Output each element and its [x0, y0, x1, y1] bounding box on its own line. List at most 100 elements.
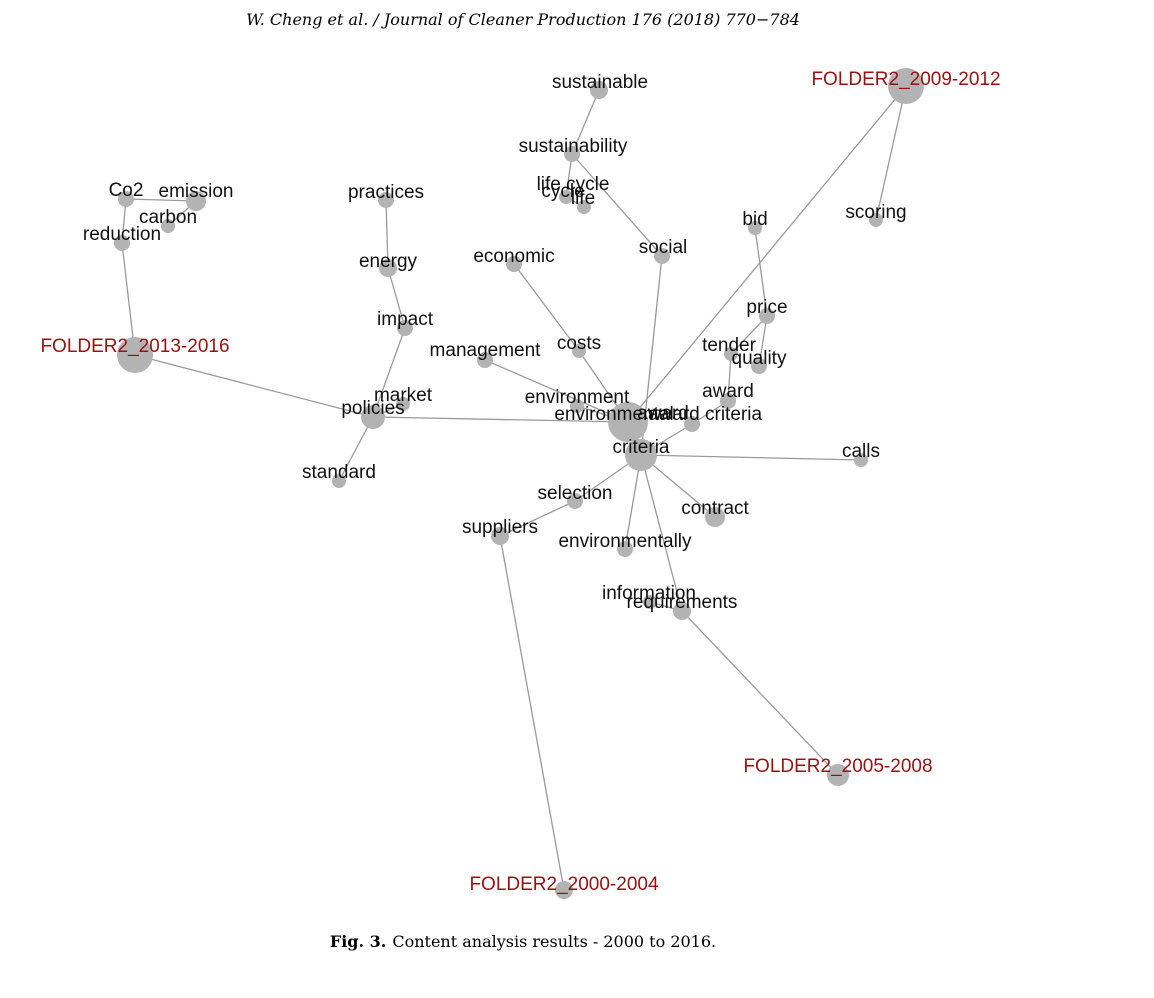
edge — [513, 263, 580, 352]
node-label: environmentally — [558, 531, 692, 552]
caption-label: Fig. 3. — [330, 932, 386, 951]
node-label: emission — [159, 181, 234, 202]
node — [397, 320, 413, 336]
node — [332, 474, 346, 488]
node — [827, 764, 849, 786]
edge — [681, 610, 839, 776]
node — [564, 146, 580, 162]
edge — [627, 85, 907, 423]
node — [114, 235, 130, 251]
node-label: tender — [702, 335, 757, 356]
caption: Fig. 3. Content analysis results - 2000 t… — [330, 932, 716, 951]
node-label: scoring — [845, 202, 906, 223]
node-label: costs — [557, 333, 601, 354]
node — [379, 259, 397, 277]
node-label: policies — [341, 398, 404, 419]
node — [361, 405, 385, 429]
node-label: impact — [377, 309, 434, 330]
node-label: energy — [359, 251, 418, 272]
node — [748, 221, 762, 235]
edge — [571, 153, 663, 257]
node — [186, 191, 206, 211]
node — [684, 416, 700, 432]
node — [869, 213, 883, 227]
edge — [730, 315, 768, 355]
node-label: contract — [681, 498, 749, 519]
node — [888, 68, 924, 104]
node — [506, 256, 522, 272]
node-label: standard — [302, 462, 376, 483]
edge — [875, 85, 907, 221]
node-label: bid — [742, 209, 767, 230]
running-header: W. Cheng et al. / Journal of Cleaner Pro… — [246, 10, 800, 29]
node — [759, 308, 775, 324]
node-label: social — [639, 237, 688, 258]
node-label: calls — [842, 441, 880, 462]
node-label: reduction — [83, 224, 161, 245]
edge — [121, 242, 136, 356]
node — [477, 352, 493, 368]
nodes: sustainable sustainability life cyclecycle… — [40, 68, 1001, 899]
node — [673, 602, 691, 620]
node — [570, 399, 584, 413]
node — [724, 347, 738, 361]
node — [572, 344, 586, 358]
node-label: life cycle — [537, 174, 610, 195]
edge — [372, 327, 406, 418]
node — [491, 527, 509, 545]
node-label: life — [571, 188, 595, 209]
node-label: carbon — [139, 207, 197, 228]
node-label: quality — [732, 348, 787, 369]
node-label: information — [602, 583, 696, 604]
node-label: environmental — [554, 404, 673, 425]
node-label: award — [702, 381, 754, 402]
node-label: criteria — [612, 437, 669, 458]
node — [590, 81, 608, 99]
edge — [499, 535, 565, 891]
node — [625, 439, 657, 471]
node-label: FOLDER2_2009-2012 — [811, 69, 1000, 90]
node — [720, 393, 736, 409]
edge — [387, 267, 406, 329]
node-label: economic — [473, 246, 554, 267]
edge — [754, 227, 768, 317]
node-label: sustainable — [552, 72, 648, 93]
edge — [640, 454, 862, 461]
node — [378, 192, 394, 208]
node-label: Co2 — [109, 180, 144, 201]
node — [161, 219, 175, 233]
node-label: FOLDER2_2005-2008 — [743, 756, 932, 777]
node-label: award — [637, 403, 689, 424]
edge — [338, 416, 374, 482]
node-label: selection — [538, 483, 613, 504]
node — [577, 200, 591, 214]
node-label: practices — [348, 182, 424, 203]
edge — [385, 199, 389, 269]
node — [555, 881, 573, 899]
edge — [134, 354, 374, 418]
node — [567, 493, 583, 509]
node — [117, 337, 153, 373]
node — [118, 191, 134, 207]
edge — [571, 89, 600, 155]
node — [559, 190, 573, 204]
node — [617, 541, 633, 557]
node-label: cycle — [541, 181, 584, 202]
node — [705, 507, 725, 527]
node — [751, 358, 767, 374]
node — [654, 248, 670, 264]
edge — [758, 315, 768, 367]
caption-text: Content analysis results - 2000 to 2016. — [392, 932, 716, 951]
node — [643, 595, 657, 609]
node-label: suppliers — [462, 517, 538, 538]
node-label: market — [374, 385, 433, 406]
node — [396, 397, 410, 411]
node-label: FOLDER2_2000-2004 — [469, 874, 658, 895]
node-label: management — [430, 340, 542, 361]
node-label: requirements — [627, 592, 738, 613]
edge — [372, 416, 629, 423]
edge — [640, 454, 716, 518]
edge — [640, 454, 683, 612]
